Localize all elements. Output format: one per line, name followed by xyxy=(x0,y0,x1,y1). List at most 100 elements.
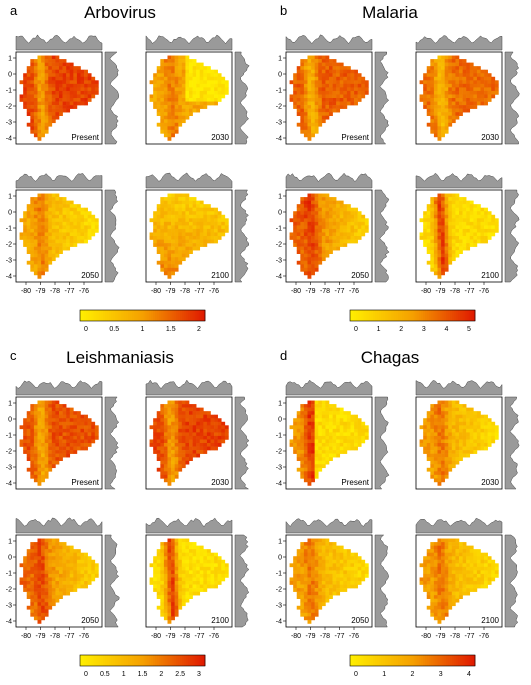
legend-swatch xyxy=(127,310,131,321)
risk-cell xyxy=(441,76,445,81)
risk-cell xyxy=(203,98,208,102)
risk-cell xyxy=(185,404,190,408)
risk-cell xyxy=(199,105,204,109)
risk-cell xyxy=(419,439,424,444)
risk-cell xyxy=(160,581,165,585)
risk-cell xyxy=(30,90,35,95)
risk-cell xyxy=(357,432,362,437)
risk-cell xyxy=(437,218,442,223)
risk-cell xyxy=(87,94,92,99)
risk-cell xyxy=(494,221,499,226)
risk-cell xyxy=(48,200,53,205)
risk-cell xyxy=(196,221,201,226)
risk-cell xyxy=(318,439,323,444)
risk-cell xyxy=(318,542,323,546)
risk-cell xyxy=(343,76,348,81)
risk-cell xyxy=(318,80,323,85)
risk-cell xyxy=(332,211,337,216)
risk-cell xyxy=(473,80,478,85)
risk-cell xyxy=(217,570,222,575)
risk-cell xyxy=(444,80,449,85)
risk-cell xyxy=(314,584,319,589)
risk-cell xyxy=(48,98,53,102)
risk-cell xyxy=(174,418,179,423)
risk-cell xyxy=(19,577,24,582)
legend-swatch xyxy=(385,310,388,321)
risk-cell xyxy=(33,59,38,63)
risk-cell xyxy=(210,584,215,589)
risk-cell xyxy=(30,119,35,124)
risk-cell xyxy=(199,232,204,237)
risk-cell xyxy=(87,73,92,78)
risk-cell xyxy=(196,243,201,247)
risk-cell xyxy=(163,595,168,599)
legend-swatch xyxy=(94,655,98,666)
risk-cell xyxy=(171,250,175,254)
risk-cell xyxy=(459,80,463,85)
risk-cell xyxy=(167,439,172,444)
risk-cell xyxy=(160,218,165,223)
risk-cell xyxy=(329,239,333,244)
risk-cell xyxy=(203,577,208,582)
risk-cell xyxy=(181,556,186,561)
risk-cell xyxy=(26,566,31,571)
risk-cell xyxy=(426,90,431,95)
risk-cell xyxy=(296,457,301,461)
risk-cell xyxy=(311,271,315,276)
risk-cell xyxy=(192,584,197,589)
risk-cell xyxy=(163,542,168,546)
risk-cell xyxy=(487,443,492,447)
risk-cell xyxy=(314,122,319,127)
risk-cell xyxy=(174,549,179,553)
risk-cell xyxy=(37,200,42,205)
risk-cell xyxy=(51,446,56,451)
risk-cell xyxy=(214,566,218,571)
risk-cell xyxy=(448,253,453,258)
risk-cell xyxy=(307,87,312,92)
risk-cell xyxy=(76,98,81,102)
risk-cell xyxy=(433,267,438,272)
risk-cell xyxy=(66,453,71,458)
risk-cell xyxy=(462,101,467,106)
risk-cell xyxy=(73,66,78,70)
risk-cell xyxy=(163,76,168,81)
risk-cell xyxy=(62,566,67,571)
risk-cell xyxy=(44,207,49,212)
risk-cell xyxy=(30,257,35,262)
y-tick-label: -4 xyxy=(6,136,12,143)
risk-cell xyxy=(174,59,179,63)
risk-cell xyxy=(336,414,341,419)
risk-cell xyxy=(480,76,485,81)
risk-cell xyxy=(448,218,453,223)
risk-cell xyxy=(171,545,175,550)
risk-cell xyxy=(451,435,456,440)
risk-cell xyxy=(171,573,175,578)
x-tick-label: -76 xyxy=(479,288,489,295)
risk-cell xyxy=(487,94,492,99)
risk-cell xyxy=(289,94,294,99)
risk-cell xyxy=(430,94,435,99)
risk-cell xyxy=(303,588,308,592)
risk-cell xyxy=(210,414,215,419)
risk-cell xyxy=(357,98,362,102)
risk-cell xyxy=(336,435,341,440)
risk-cell xyxy=(23,450,28,454)
risk-cell xyxy=(37,450,42,454)
legend-swatch xyxy=(352,310,355,321)
risk-cell xyxy=(69,211,74,216)
risk-cell xyxy=(210,221,215,226)
risk-cell xyxy=(33,446,38,451)
risk-cell xyxy=(303,591,308,596)
risk-cell xyxy=(30,460,35,465)
risk-cell xyxy=(339,101,344,106)
risk-cell xyxy=(37,197,42,201)
risk-cell xyxy=(87,570,92,575)
risk-cell xyxy=(59,549,63,553)
risk-cell xyxy=(307,467,312,472)
risk-cell xyxy=(466,94,471,99)
risk-cell xyxy=(448,59,453,63)
risk-cell xyxy=(433,471,438,476)
right-marginal-profile xyxy=(234,534,250,628)
risk-cell xyxy=(300,612,305,617)
risk-cell xyxy=(303,250,308,254)
